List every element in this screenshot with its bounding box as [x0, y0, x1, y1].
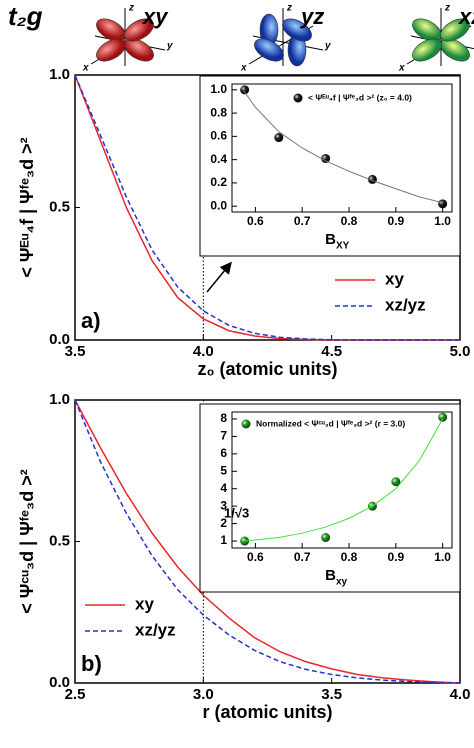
lobe: [412, 38, 442, 62]
y-tick-label: 0.6: [210, 129, 227, 143]
orbital: z x y yz: [240, 3, 331, 74]
x-tick-label: 0.8: [341, 550, 358, 564]
lobe: [124, 18, 154, 42]
x-tick-label: 4.0: [193, 343, 214, 360]
axis-label: z: [444, 3, 450, 14]
y-tick-label: 0.2: [210, 175, 227, 189]
y-tick-label: 6: [220, 446, 227, 460]
x-tick-label: 3.5: [321, 686, 342, 703]
orbital-label: yz: [300, 4, 324, 29]
x-tick-label: 4.5: [321, 343, 342, 360]
inset-background: [199, 75, 461, 257]
plot-frame: [231, 83, 453, 213]
y-tick-label: 1.0: [49, 66, 70, 83]
y-tick-label: 7: [220, 429, 227, 443]
x-axis-label-sub: xy: [336, 577, 348, 588]
legend-label: xy: [385, 269, 404, 288]
line: [74, 399, 461, 684]
legend-label: xy: [135, 594, 154, 613]
lobe: [440, 18, 470, 42]
x-tick-label: 0.6: [247, 550, 264, 564]
y-axis-label: < Ψᴱᵘ₄f | Ψᶠᵉ₃d >²: [17, 137, 37, 277]
x-tick-label: 0.7: [294, 214, 311, 228]
plot-frame: [231, 411, 453, 549]
x-axis-label: r (atomic units): [202, 702, 332, 722]
y-tick-label: 8: [220, 411, 227, 425]
panel-label: a): [81, 308, 101, 333]
panel-label: b): [81, 651, 102, 676]
line: [74, 399, 461, 684]
axis-label: z: [286, 3, 292, 14]
data-point: [438, 412, 448, 422]
y-tick-label: 0.0: [210, 198, 227, 212]
x-axis-label-sub: XY: [336, 241, 350, 252]
lobe: [254, 38, 284, 62]
axis-label: z: [128, 3, 134, 14]
inset-background: [199, 403, 461, 593]
line: [240, 87, 443, 204]
axis-label: x: [240, 63, 247, 74]
orbital-images: zxyxyzxyyzzxyxz: [82, 3, 474, 74]
orbital-label: xz: [458, 4, 474, 29]
lobe: [282, 18, 312, 42]
x-tick-label: 2.5: [65, 686, 86, 703]
axis-label: x: [82, 63, 89, 74]
lobe: [96, 38, 126, 62]
x-tick-label: 4.0: [450, 686, 471, 703]
y-tick-label: 0.0: [49, 331, 70, 348]
data-point: [438, 199, 448, 209]
line: [74, 74, 460, 341]
y-axis-label: < Ψᶜᵘ₃d | Ψᶠᵉ₃d >²: [17, 469, 37, 613]
x-axis-label: z₀ (atomic units): [197, 359, 337, 379]
y-tick-label: 0.5: [49, 198, 70, 215]
x-tick-label: 1.0: [434, 550, 451, 564]
y-tick-label: 1.0: [210, 82, 227, 96]
axis-label: x: [398, 63, 405, 74]
data-point: [321, 533, 331, 543]
data-point: [321, 153, 331, 163]
x-tick-label: 0.8: [341, 214, 358, 228]
x-axis-label: B: [325, 567, 336, 584]
y-tick-label: 5: [220, 463, 227, 477]
y-tick-label: 2: [220, 516, 227, 530]
y-tick-label: 0.0: [49, 674, 70, 691]
annotation: 1/√3: [224, 505, 249, 520]
orbital-label: xy: [142, 4, 169, 29]
x-tick-label: 0.9: [387, 550, 404, 564]
x-tick-label: 0.9: [387, 214, 404, 228]
line: [244, 418, 444, 542]
axis-label: y: [324, 41, 331, 52]
y-tick-label: 0.5: [49, 532, 70, 549]
orbital: zxyxz: [398, 3, 474, 74]
header-title: t₂g: [8, 1, 43, 31]
y-tick-label: 3: [220, 498, 227, 512]
x-tick-label: 1.0: [434, 214, 451, 228]
y-tick-label: 1: [220, 533, 227, 547]
legend-label: xz/yz: [385, 295, 426, 314]
x-tick-label: 3.0: [193, 686, 214, 703]
legend-marker: [241, 419, 251, 429]
data-point: [391, 477, 401, 487]
axis-label: y: [166, 41, 173, 52]
y-tick-label: 1.0: [49, 391, 70, 408]
x-tick-label: 5.0: [450, 343, 471, 360]
x-tick-label: 0.6: [247, 214, 264, 228]
legend-label: Normalized < Ψᶜᵘ₃d | Ψᶠᵉ₃d >² (r = 3.0): [256, 418, 405, 428]
legend-label: xz/yz: [135, 620, 176, 639]
x-tick-label: 0.7: [294, 550, 311, 564]
y-tick-label: 0.4: [210, 152, 227, 166]
x-tick-label: 3.5: [65, 343, 86, 360]
y-tick-label: 0.8: [210, 105, 227, 119]
y-tick-label: 4: [220, 481, 227, 495]
arrow: [206, 261, 232, 293]
data-point: [274, 133, 284, 143]
legend-label: < Ψᴱᵘ₄f | Ψᶠᵉ₃d >² (z₀ = 4.0): [308, 92, 412, 102]
legend-marker: [293, 93, 303, 103]
x-axis-label: B: [325, 231, 336, 248]
line: [74, 74, 460, 341]
data-point: [240, 85, 250, 95]
